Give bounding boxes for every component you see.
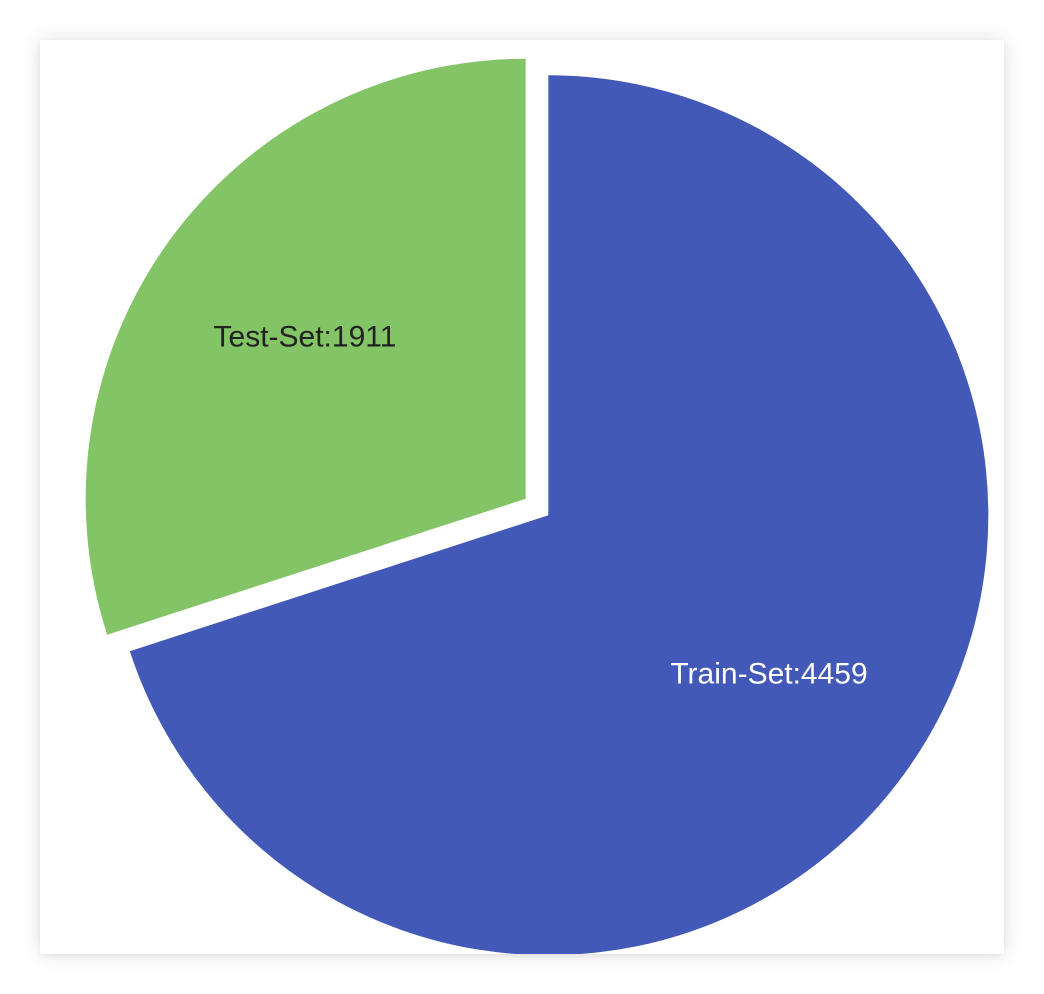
pie-slice-test-set[interactable] (85, 58, 526, 635)
pie-chart: Train-Set:4459 Test-Set:1911 (85, 58, 989, 954)
pie-label-test-set: Test-Set:1911 (214, 320, 397, 353)
pie-label-train-set: Train-Set:4459 (670, 657, 867, 690)
pie-slice-train-set[interactable] (129, 75, 989, 954)
chart-card: Train-Set:4459 Test-Set:1911 (40, 40, 1004, 954)
